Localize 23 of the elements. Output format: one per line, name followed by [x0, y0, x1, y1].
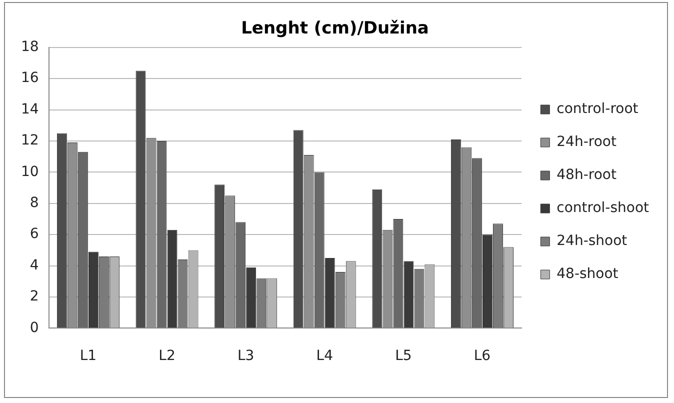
- y-tick-label: 0: [30, 320, 39, 336]
- legend-label: 24h-root: [556, 134, 617, 150]
- legend-label: 48h-root: [556, 167, 617, 184]
- x-tick-label: L1: [80, 348, 97, 364]
- legend-label: control-shoot: [556, 200, 650, 216]
- y-tick-label: 10: [20, 164, 39, 180]
- chart-title: Lenght (cm)/Dužina: [241, 18, 429, 39]
- legend-label: 48-shoot: [556, 266, 619, 282]
- y-tick-label: 4: [30, 257, 39, 274]
- x-tick-label: L6: [474, 348, 491, 364]
- x-tick-label: L2: [158, 348, 176, 364]
- y-tick-label: 6: [30, 226, 39, 242]
- x-tick-label: L3: [237, 348, 254, 364]
- y-tick-label: 12: [20, 132, 39, 149]
- y-tick-label: 18: [20, 39, 39, 56]
- y-tick-label: 8: [30, 195, 39, 212]
- legend-label: control-root: [556, 101, 639, 118]
- x-tick-label: L4: [316, 348, 334, 364]
- legend-label: 24h-shoot: [556, 233, 628, 250]
- y-tick-label: 14: [20, 101, 39, 118]
- y-tick-label: 16: [20, 70, 39, 86]
- y-tick-label: 2: [30, 288, 39, 305]
- x-tick-label: L5: [395, 348, 412, 364]
